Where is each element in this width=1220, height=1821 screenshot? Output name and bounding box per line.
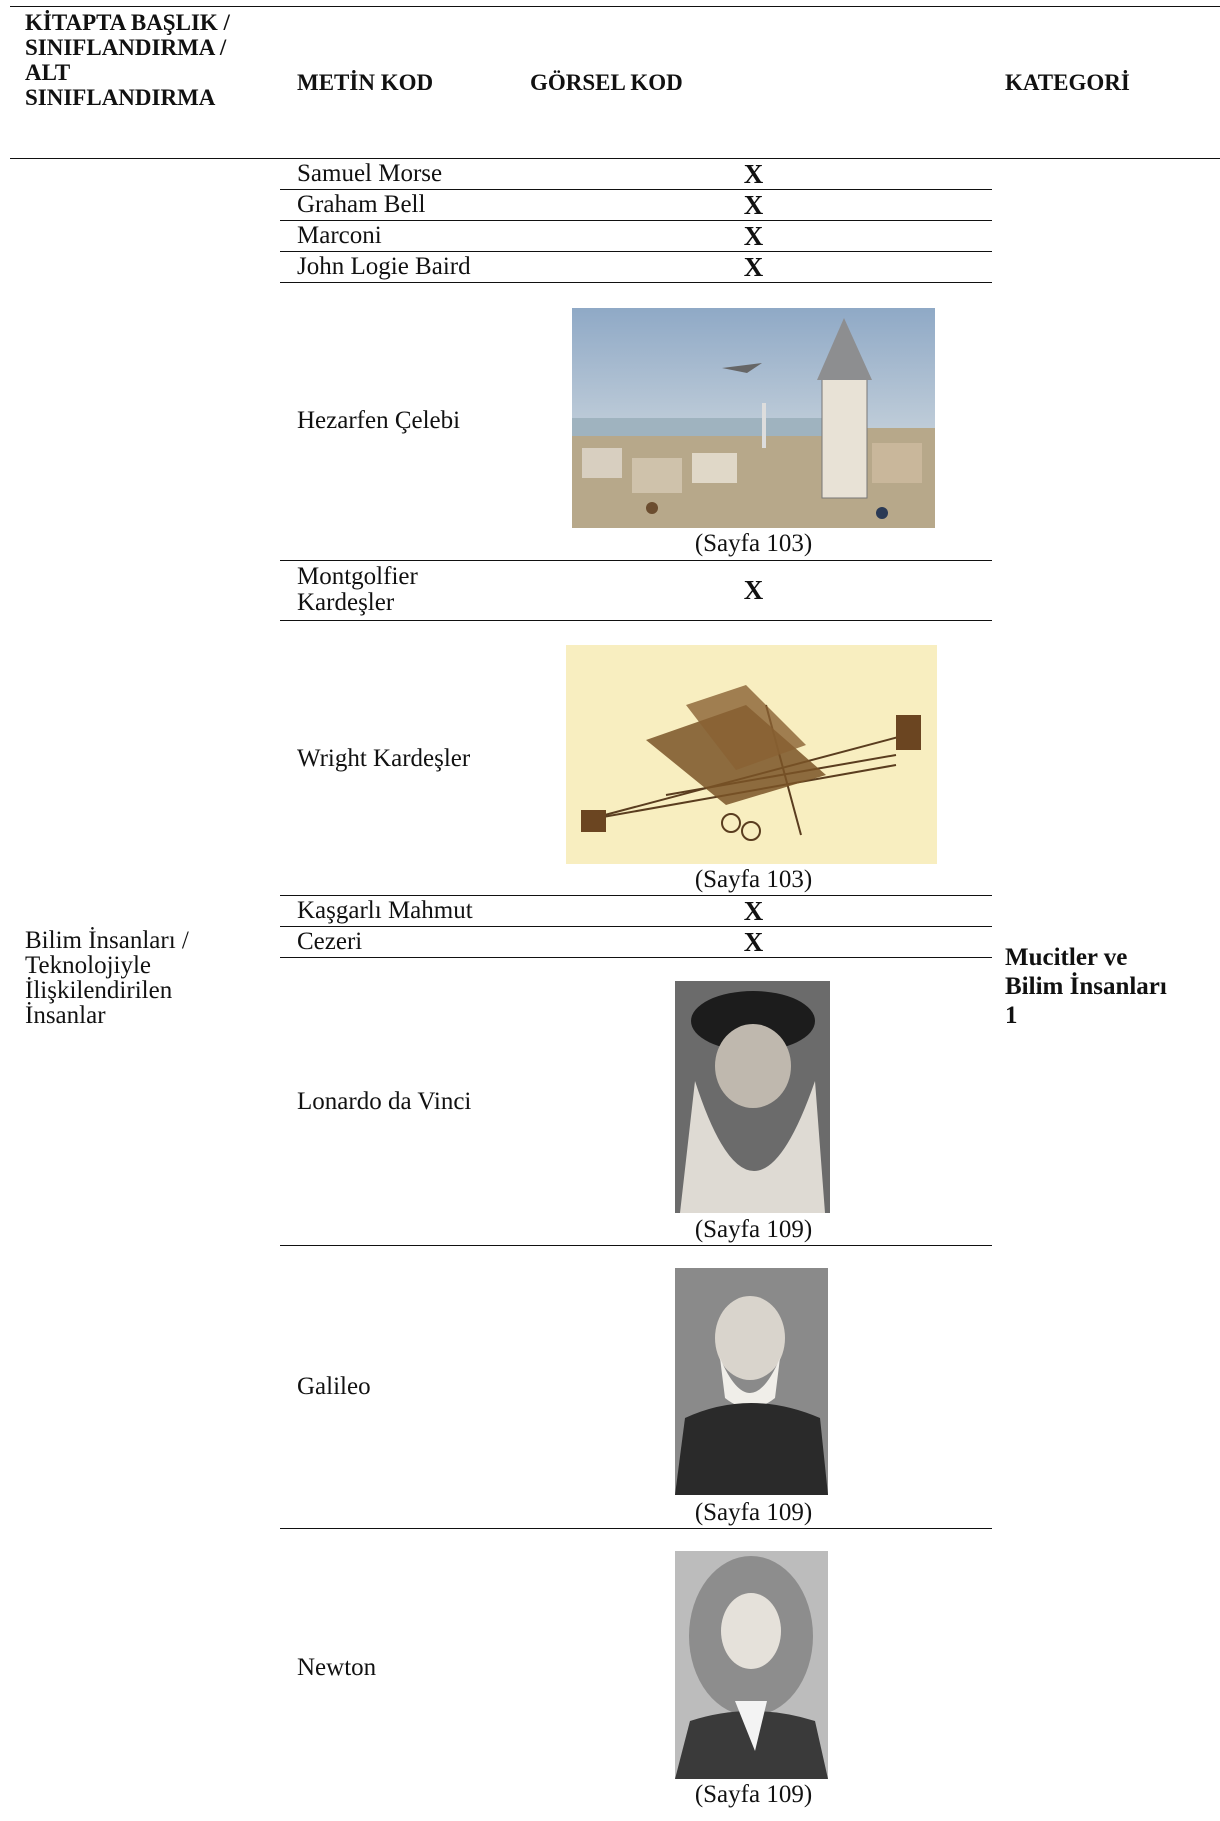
image-caption: (Sayfa 109) bbox=[694, 1781, 813, 1808]
row-text: Montgolfier Kardeşler bbox=[297, 563, 418, 616]
row-text: Marconi bbox=[297, 221, 382, 249]
row-text: Cezeri bbox=[297, 927, 363, 955]
row-rule bbox=[280, 220, 992, 221]
galata-tower-illustration bbox=[572, 308, 935, 528]
header-cell: KATEGORİ bbox=[1005, 70, 1130, 95]
group-label: Bilim İnsanları / Teknolojiyle İlişkilen… bbox=[25, 927, 189, 1029]
header-top-rule bbox=[10, 6, 1220, 7]
row-rule bbox=[280, 1245, 992, 1246]
row-text: Samuel Morse bbox=[297, 159, 443, 187]
row-text: Newton bbox=[297, 1654, 377, 1681]
row-rule bbox=[280, 560, 992, 561]
row-text: Lonardo da Vinci bbox=[297, 1088, 472, 1115]
visual-mark: X bbox=[743, 575, 764, 605]
airplane-illustration bbox=[566, 645, 937, 864]
header-cell: GÖRSEL KOD bbox=[530, 70, 683, 95]
visual-mark: X bbox=[743, 189, 764, 220]
image-caption: (Sayfa 103) bbox=[694, 866, 813, 893]
row-rule bbox=[280, 189, 992, 190]
row-text: John Logie Baird bbox=[297, 252, 471, 280]
row-rule bbox=[280, 251, 992, 252]
visual-mark: X bbox=[743, 158, 764, 189]
row-rule bbox=[280, 926, 992, 927]
row-text: Graham Bell bbox=[297, 190, 426, 218]
visual-mark: X bbox=[743, 251, 764, 282]
header-cell: KİTAPTA BAŞLIK / SINIFLANDIRMA / ALT SIN… bbox=[25, 10, 230, 110]
row-rule bbox=[280, 957, 992, 958]
row-rule bbox=[280, 620, 992, 621]
visual-mark: X bbox=[743, 220, 764, 251]
image-caption: (Sayfa 103) bbox=[694, 530, 813, 557]
row-rule bbox=[280, 895, 992, 896]
row-rule bbox=[280, 1528, 992, 1529]
header-bottom-rule bbox=[10, 158, 1220, 159]
row-text: Hezarfen Çelebi bbox=[297, 407, 461, 434]
row-text: Wright Kardeşler bbox=[297, 745, 471, 772]
image-caption: (Sayfa 109) bbox=[694, 1216, 813, 1243]
category-label: Mucitler ve Bilim İnsanları 1 bbox=[1005, 944, 1167, 1029]
visual-mark: X bbox=[743, 926, 764, 957]
visual-mark: X bbox=[743, 895, 764, 926]
leonardo-portrait bbox=[675, 981, 830, 1213]
image-caption: (Sayfa 109) bbox=[694, 1499, 813, 1526]
newton-portrait bbox=[675, 1551, 828, 1779]
galileo-portrait bbox=[675, 1268, 828, 1495]
header-cell: METİN KOD bbox=[297, 70, 434, 95]
row-text: Galileo bbox=[297, 1373, 371, 1400]
row-text: Kaşgarlı Mahmut bbox=[297, 896, 473, 924]
row-rule bbox=[280, 282, 992, 283]
